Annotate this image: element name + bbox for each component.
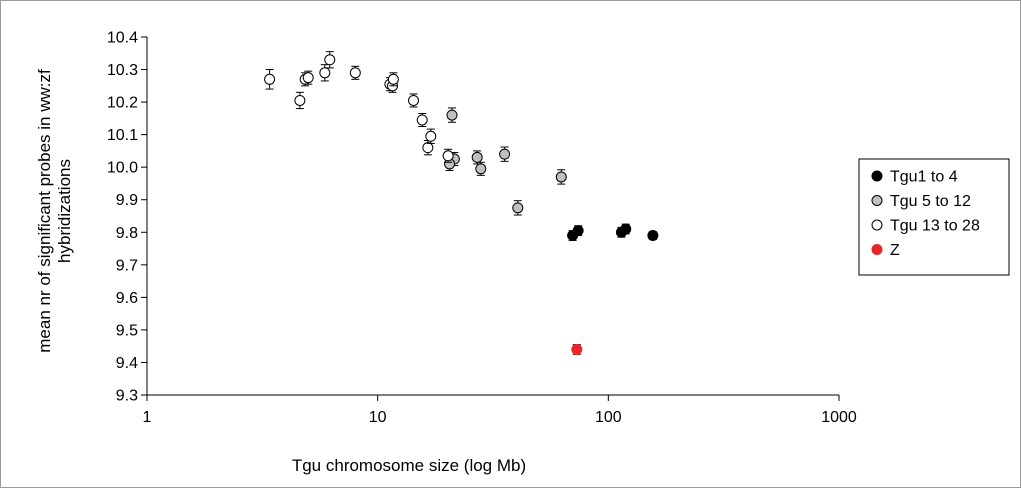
data-point [471, 151, 483, 163]
data-point [555, 171, 567, 183]
data-point [422, 142, 434, 154]
y-tick-label: 10.1 [107, 127, 138, 144]
legend-label: Z [890, 242, 900, 259]
data-point [442, 150, 454, 162]
legend-marker [871, 244, 883, 255]
x-axis-label: Tgu chromosome size (log Mb) [292, 456, 526, 475]
legend-marker [871, 195, 883, 206]
data-point [319, 67, 331, 79]
y-tick-label: 10.2 [107, 95, 138, 112]
legend-label: Tgu 13 to 28 [890, 218, 980, 235]
x-tick-label: 10 [369, 409, 387, 426]
legend: Tgu1 to 4 Tgu 5 to 12 Tgu 13 to 28 Z [858, 158, 1010, 276]
data-point [425, 130, 437, 142]
y-tick-label: 10.3 [107, 62, 138, 79]
data-point [294, 94, 306, 106]
legend-box [858, 158, 1010, 276]
x-tick-label: 100 [595, 409, 622, 426]
data-point [407, 94, 419, 106]
y-tick-label: 10.4 [107, 30, 138, 47]
data-point [302, 72, 314, 84]
x-tick-labels: 1 10 100 1000 [143, 409, 857, 426]
y-axis-label-line-1: mean nr of significant probes in ww:zf [35, 69, 54, 353]
y-tick-label: 9.3 [116, 388, 138, 405]
data-point [264, 73, 276, 85]
data-point [512, 202, 524, 214]
y-tick-label: 9.8 [116, 225, 138, 242]
data-point [475, 163, 487, 175]
axes [141, 36, 840, 401]
legend-label: Tgu1 to 4 [890, 169, 958, 186]
data-point [416, 114, 428, 126]
data-points [264, 51, 659, 355]
y-tick-label: 9.4 [116, 355, 138, 372]
legend-label: Tgu 5 to 12 [890, 193, 971, 210]
x-tick-label: 1000 [821, 409, 857, 426]
y-tick-labels: 9.3 9.4 9.5 9.6 9.7 9.8 9.9 10.0 10.1 10.2 10.3 10.… [107, 30, 138, 405]
data-point [324, 54, 336, 66]
data-point [572, 225, 584, 237]
data-point [349, 67, 361, 79]
data-point [647, 230, 659, 242]
y-tick-label: 10.0 [107, 160, 138, 177]
y-tick-label: 9.9 [116, 192, 138, 209]
legend-marker [871, 219, 883, 231]
y-axis-label: mean nr of significant probes in ww:zf h… [35, 69, 74, 353]
x-tick-label: 1 [143, 409, 152, 426]
legend-marker [871, 170, 883, 182]
data-point [387, 73, 399, 85]
data-point [620, 223, 632, 235]
data-point [446, 109, 458, 121]
y-axis-label-line-2: hybridizations [55, 159, 74, 263]
y-tick-label: 9.6 [116, 290, 138, 307]
data-point [571, 343, 583, 355]
y-tick-label: 9.7 [116, 257, 138, 274]
y-tick-label: 9.5 [116, 322, 138, 339]
data-point [499, 148, 511, 160]
